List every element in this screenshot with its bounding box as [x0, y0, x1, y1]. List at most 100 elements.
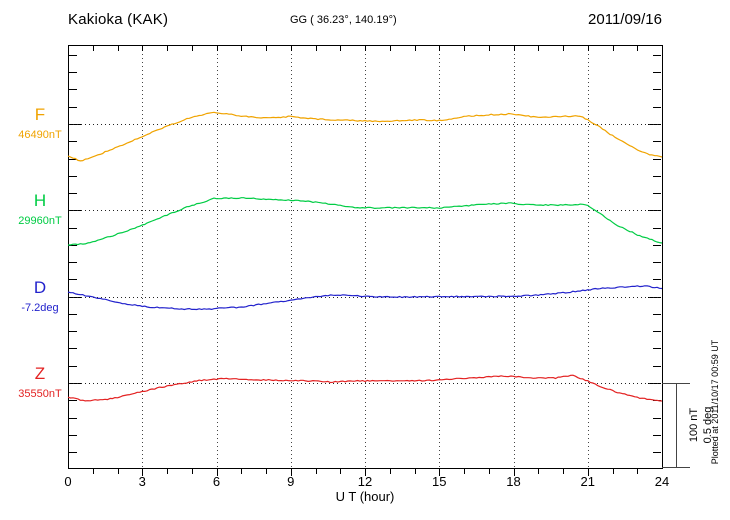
bottom-tick-20 — [563, 468, 564, 474]
top-tick-10 — [315, 46, 317, 51]
right-tick — [653, 89, 661, 90]
trace-value-H: 29960nT — [18, 215, 62, 227]
right-tick — [653, 159, 661, 160]
curve-H — [67, 197, 663, 246]
bottom-tick-13 — [389, 468, 391, 474]
scale-bar-bottom-cap — [662, 467, 690, 468]
bottom-tick-4 — [167, 468, 168, 474]
gridline-hour-12 — [365, 46, 366, 467]
bottom-tick-6 — [216, 468, 218, 476]
bottom-tick-15 — [439, 468, 441, 476]
bottom-tick-19 — [538, 468, 540, 474]
top-tick-5 — [191, 46, 193, 51]
x-tick-label-18: 18 — [506, 474, 521, 489]
bottom-tick-3 — [142, 468, 144, 476]
right-tick — [653, 331, 661, 332]
left-tick — [69, 159, 77, 160]
left-tick — [69, 366, 77, 367]
left-tick — [69, 176, 77, 177]
right-tick — [653, 314, 661, 315]
bottom-tick-22 — [612, 468, 614, 474]
x-tick-label-24: 24 — [654, 474, 670, 489]
gridline-hour-18 — [513, 46, 515, 467]
top-tick-13 — [389, 46, 391, 51]
top-tick-18 — [513, 46, 515, 51]
right-tick — [653, 228, 661, 229]
gridline-hour-3 — [142, 46, 144, 467]
trace-letter-D: D — [33, 278, 47, 297]
x-tick-label-0: 0 — [64, 474, 72, 489]
top-tick-20 — [563, 46, 564, 51]
top-tick-12 — [365, 46, 366, 51]
right-tick — [653, 262, 661, 263]
bottom-tick-8 — [266, 468, 267, 474]
top-tick-22 — [612, 46, 614, 51]
trace-letter-H: H — [33, 191, 47, 210]
left-tick — [69, 279, 77, 280]
gridline-hour-21 — [587, 46, 589, 467]
top-tick-4 — [167, 46, 168, 51]
trace-value-F: 46490nT — [18, 129, 62, 141]
right-tick — [653, 366, 661, 367]
right-tick — [653, 72, 661, 73]
baseline-Z — [69, 383, 661, 384]
x-axis-label: U T (hour) — [335, 489, 395, 504]
right-tick — [653, 435, 661, 436]
bottom-tick-14 — [414, 468, 416, 474]
top-tick-11 — [340, 46, 342, 51]
x-tick-label-15: 15 — [432, 474, 447, 489]
top-tick-7 — [241, 46, 243, 51]
bottom-tick-18 — [513, 468, 515, 476]
left-tick — [69, 72, 77, 73]
bottom-tick-9 — [290, 468, 292, 476]
scale-bar-top-cap — [662, 383, 690, 384]
scale-bar-nt: 100 nT — [688, 407, 700, 443]
top-tick-3 — [142, 46, 144, 51]
top-tick-8 — [266, 46, 267, 51]
left-tick — [69, 435, 77, 436]
baseline-H — [69, 210, 661, 211]
bottom-tick-16 — [464, 468, 465, 474]
top-tick-17 — [488, 46, 490, 51]
trace-letter-Z: Z — [34, 364, 46, 383]
bottom-tick-17 — [488, 468, 490, 474]
x-tick-label-21: 21 — [580, 474, 595, 489]
left-tick — [69, 107, 77, 108]
top-tick-21 — [587, 46, 589, 51]
left-tick — [69, 452, 77, 453]
left-tick — [69, 245, 77, 246]
left-tick — [69, 314, 77, 315]
baseline-F — [69, 124, 661, 125]
scale-bar-line — [676, 383, 677, 468]
bottom-tick-5 — [191, 468, 193, 474]
date-label: 2011/09/16 — [588, 11, 662, 28]
right-tick — [653, 348, 661, 349]
top-tick-6 — [216, 46, 218, 51]
top-tick-1 — [92, 46, 94, 51]
x-tick-label-9: 9 — [287, 474, 295, 489]
top-tick-16 — [464, 46, 465, 51]
trace-letter-F: F — [34, 105, 46, 124]
left-tick — [69, 348, 77, 349]
plotted-at-label: Plotted at 2011/10/17 00:59 UT — [710, 339, 720, 465]
top-tick-14 — [414, 46, 416, 51]
left-tick — [69, 55, 77, 56]
left-tick — [69, 400, 77, 401]
left-tick — [69, 418, 77, 419]
bottom-tick-10 — [315, 468, 317, 474]
right-tick — [653, 452, 661, 453]
bottom-tick-2 — [117, 468, 119, 474]
bottom-tick-21 — [587, 468, 589, 476]
left-tick — [69, 262, 77, 263]
gridline-hour-9 — [290, 46, 292, 467]
baseline-D — [69, 297, 661, 298]
curve-Z — [67, 374, 663, 402]
x-tick-label-6: 6 — [212, 474, 221, 489]
left-tick — [69, 228, 77, 229]
bottom-tick-11 — [340, 468, 342, 474]
bottom-tick-7 — [241, 468, 243, 474]
station-title: Kakioka (KAK) — [68, 11, 169, 28]
bottom-tick-12 — [365, 468, 366, 476]
